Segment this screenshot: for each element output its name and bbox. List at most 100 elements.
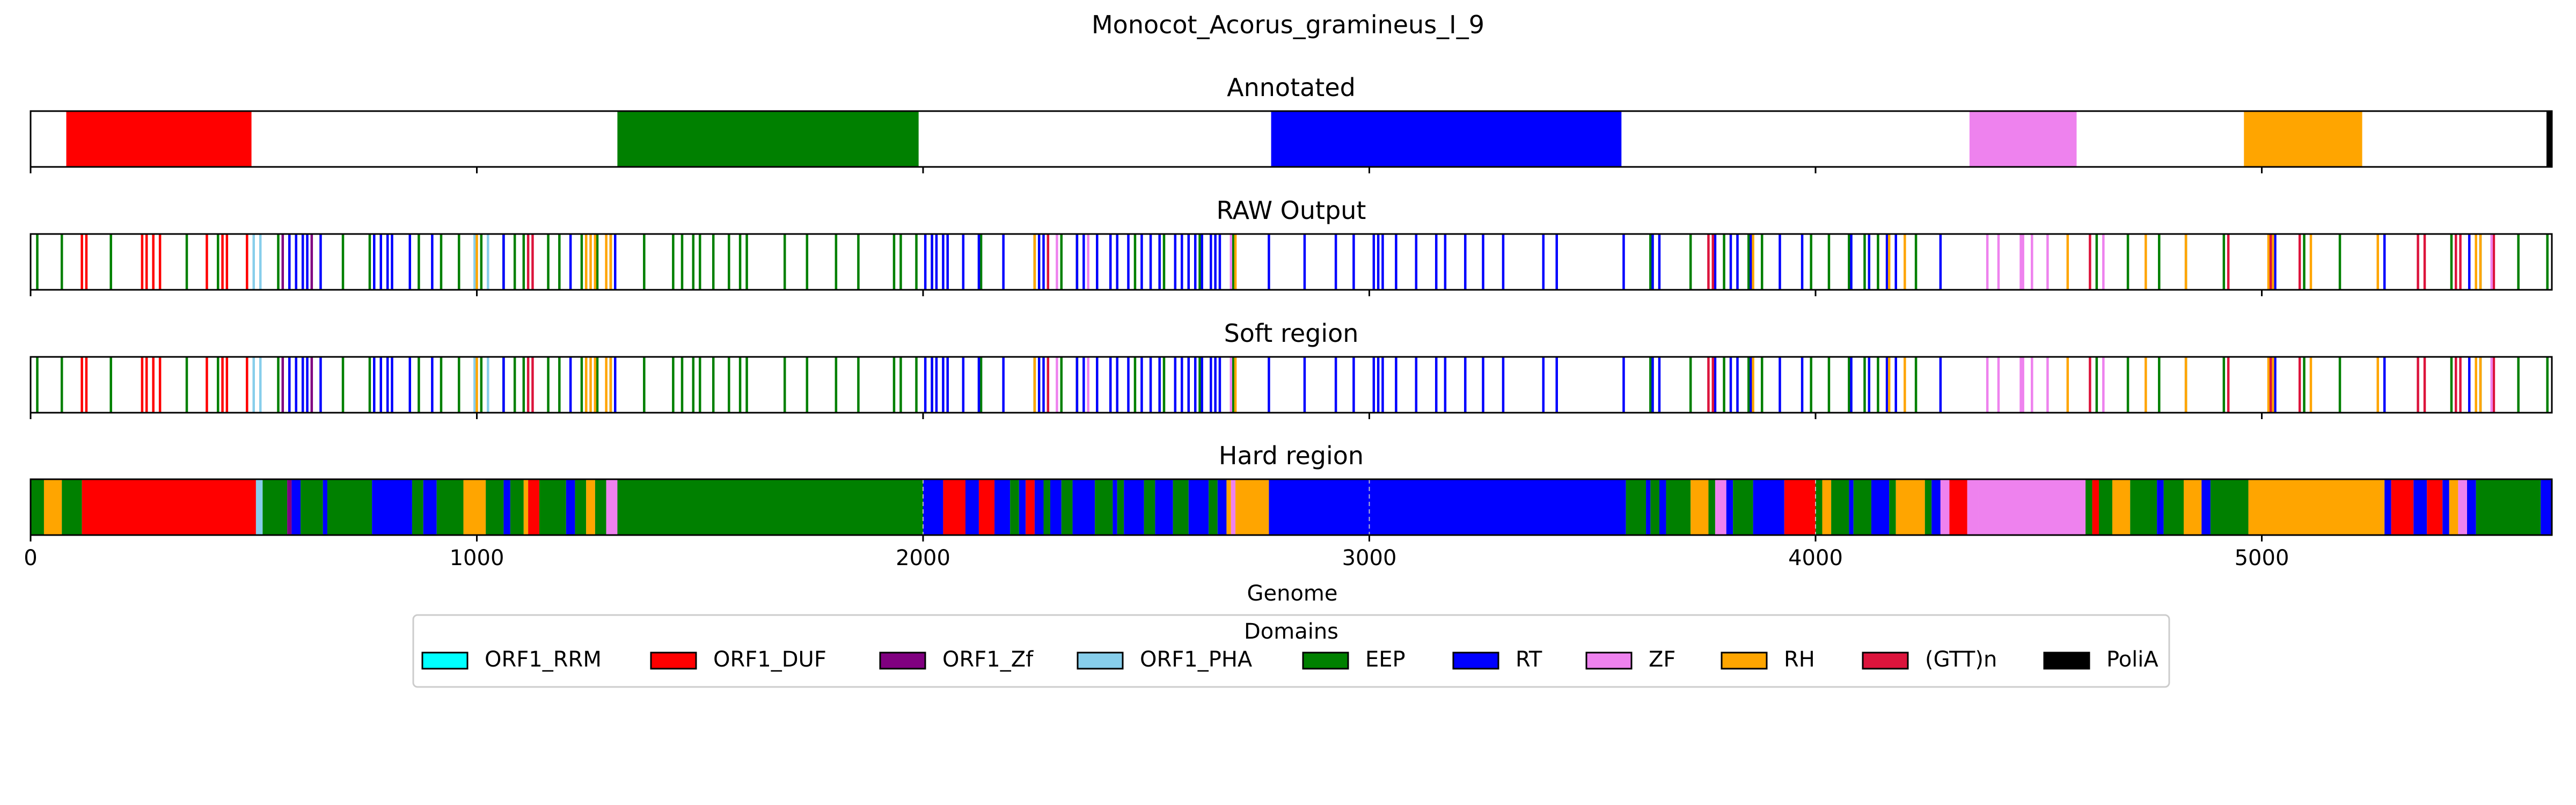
track-background [31, 234, 2552, 290]
track-0: Annotated [30, 73, 2553, 173]
segment-rt [2541, 479, 2552, 535]
segment-orf1duf [66, 111, 252, 167]
segment-rt [1155, 479, 1173, 535]
segment-orf1duf [1949, 479, 1967, 535]
legend-label: EEP [1365, 647, 1406, 672]
segment-eep [1853, 479, 1871, 535]
track-frame [30, 356, 2553, 414]
segment-orf1duf [2391, 479, 2414, 535]
legend-swatch [1077, 652, 1124, 670]
segment-rt [323, 479, 327, 535]
segment-rh [2244, 111, 2362, 167]
segment-rt [1753, 479, 1784, 535]
segment-eep [1144, 479, 1155, 535]
legend-label: ORF1_RRM [485, 647, 602, 672]
segment-rt [372, 479, 412, 535]
segment-eep [1626, 479, 1646, 535]
segment-rh [2248, 479, 2385, 535]
segment-rt [994, 479, 1011, 535]
legend-label: RT [1516, 647, 1542, 672]
segment-zf [1715, 479, 1726, 535]
segment-eep [595, 479, 606, 535]
segment-eep [2163, 479, 2184, 535]
tracks-area: Annotated RAW Output Soft region Hard regio… [30, 73, 2553, 541]
legend-label: ZF [1649, 647, 1675, 672]
segment-rh [1235, 479, 1269, 535]
segment-rh [1226, 479, 1231, 535]
segment-eep [2130, 479, 2157, 535]
legend-swatch [2043, 652, 2090, 670]
track-frame [30, 233, 2553, 291]
segment-rh [1822, 479, 1832, 535]
segment-rt [1124, 479, 1144, 535]
segment-eep [1650, 479, 1659, 535]
segment-rt [1646, 479, 1651, 535]
segment-rt [1931, 479, 1941, 535]
segment-rh [2112, 479, 2131, 535]
segment-rt [1659, 479, 1666, 535]
segment-rt [923, 479, 943, 535]
segment-eep [2476, 479, 2541, 535]
segment-rt [1217, 479, 1227, 535]
segment-orf1duf [978, 479, 995, 535]
legend-entry: PoliA [2043, 647, 2158, 672]
segment-rt [1849, 479, 1854, 535]
segment-eep [1061, 479, 1073, 535]
segment-rt [503, 479, 510, 535]
segment-rh [1896, 479, 1925, 535]
segment-eep [1924, 479, 1932, 535]
segment-eep [327, 479, 372, 535]
segment-rt [1019, 479, 1026, 535]
x-tick-label: 2000 [896, 546, 950, 570]
segment-rt [2467, 479, 2476, 535]
segment-eep [301, 479, 323, 535]
x-tick-label: 4000 [1788, 546, 1843, 570]
legend-swatch [421, 652, 469, 670]
legend-label: ORF1_DUF [713, 647, 826, 672]
legend-entry: EEP [1302, 647, 1406, 672]
legend-swatch [1585, 652, 1633, 670]
track-frame [30, 478, 2553, 536]
figure-title: Monocot_Acorus_gramineus_I_9 [1092, 10, 1484, 39]
legend-swatch [1721, 652, 1768, 670]
segment-rh [463, 479, 486, 535]
segment-eep [575, 479, 587, 535]
segment-orf1pha [255, 479, 263, 535]
segment-zf [1969, 111, 2077, 167]
segment-eep [1095, 479, 1113, 535]
legend-entry: (GTT)n [1862, 647, 1997, 672]
legend-label: ORF1_PHA [1140, 647, 1253, 672]
segment-zf [1978, 479, 2086, 535]
segment-rh [523, 479, 529, 535]
legend-swatch [650, 652, 697, 670]
legend-label: ORF1_Zf [942, 647, 1034, 672]
legend-entry: RT [1452, 647, 1542, 672]
legend-entry: RH [1721, 647, 1815, 672]
segment-orf1duf [943, 479, 966, 535]
segment-rt [566, 479, 575, 535]
segment-eep [1209, 479, 1218, 535]
legend-entry: ORF1_Zf [879, 647, 1034, 672]
segment-eep [1889, 479, 1896, 535]
segment-rh [2184, 479, 2202, 535]
segment-orf1duf [2092, 479, 2099, 535]
segment-eep [617, 479, 924, 535]
segment-rt [1072, 479, 1095, 535]
segment-eep [486, 479, 504, 535]
segment-zf [1967, 479, 1979, 535]
segment-rt [1113, 479, 1117, 535]
segment-eep [412, 479, 423, 535]
segment-orf1duf [2427, 479, 2443, 535]
track-title: Hard region [1219, 441, 1364, 470]
track-background [31, 357, 2552, 413]
segment-eep [1733, 479, 1753, 535]
legend-swatch [1862, 652, 1909, 670]
segment-rt [423, 479, 437, 535]
segment-eep [1117, 479, 1124, 535]
track-1: RAW Output [30, 196, 2553, 296]
legend: Domains ORF1_RRM ORF1_DUF ORF1_Zf ORF1_PHA EE… [412, 614, 2170, 688]
segment-zf [606, 479, 618, 535]
segment-rh [2449, 479, 2458, 535]
segment-eep [2210, 479, 2249, 535]
